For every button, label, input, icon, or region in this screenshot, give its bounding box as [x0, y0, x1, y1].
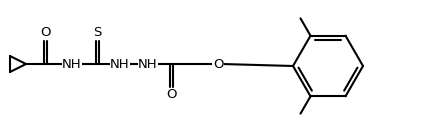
Text: O: O [213, 58, 223, 70]
Text: S: S [93, 27, 101, 39]
Text: NH: NH [62, 58, 82, 70]
Text: NH: NH [138, 58, 158, 70]
Text: NH: NH [110, 58, 130, 70]
Text: O: O [166, 88, 177, 102]
Text: O: O [40, 27, 51, 39]
